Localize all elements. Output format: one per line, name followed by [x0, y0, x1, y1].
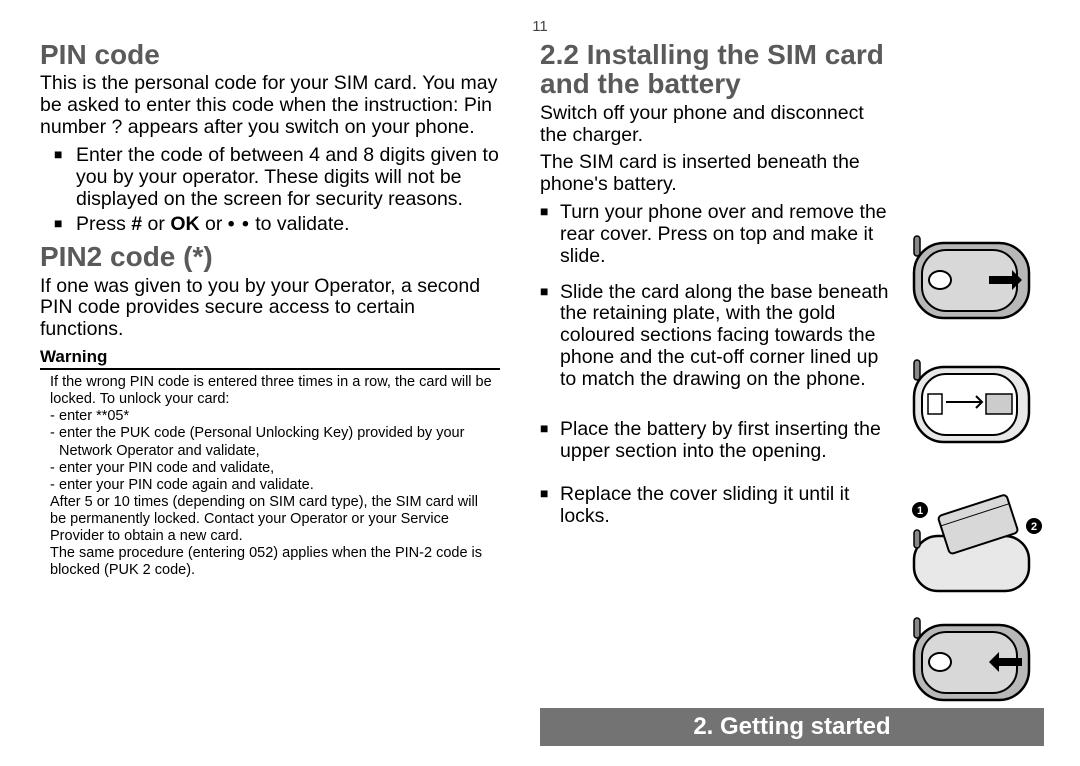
ok-key: OK — [170, 213, 199, 235]
warning-step-4: enter your PIN code again and validate. — [50, 477, 494, 494]
heading-pin2-code: PIN2 code (*) — [40, 242, 500, 271]
sim-para-2: The SIM card is inserted beneath the pho… — [540, 152, 890, 196]
chapter-footer: 2. Getting started — [540, 708, 1044, 746]
phone-replace-cover-illustration — [894, 610, 1044, 718]
or-text-2: or — [200, 213, 228, 235]
sim-para-1: Switch off your phone and disconnect the… — [540, 103, 890, 147]
warning-step-3: enter your PIN code and validate, — [50, 460, 494, 477]
sim-bullet-2: Slide the card along the base beneath th… — [540, 282, 890, 391]
or-text-1: or — [142, 213, 170, 235]
sim-bullet-1: Turn your phone over and remove the rear… — [540, 202, 890, 267]
pin-code-bullets: Enter the code of between 4 and 8 digits… — [40, 145, 500, 236]
svg-text:1: 1 — [917, 505, 923, 517]
warning-body: If the wrong PIN code is entered three t… — [40, 370, 500, 581]
page-number: 11 — [0, 18, 1080, 35]
phone-sim-slot-illustration — [894, 352, 1044, 460]
pin-code-intro: This is the personal code for your SIM c… — [40, 73, 500, 138]
phone-insert-battery-illustration: 1 2 — [894, 494, 1044, 602]
dots-key: • • — [228, 213, 250, 235]
pin-bullet-2-pre: Press — [76, 213, 131, 235]
warning-heading: Warning — [40, 347, 500, 370]
heading-install-sim: 2.2 Installing the SIM card and the batt… — [540, 40, 890, 99]
heading-pin-code: PIN code — [40, 40, 500, 69]
hash-key: # — [131, 213, 142, 235]
pin-bullet-2-post: to validate. — [250, 213, 350, 235]
pin-bullet-1: Enter the code of between 4 and 8 digits… — [58, 145, 500, 210]
sim-bullet-3: Place the battery by first inserting the… — [540, 419, 890, 463]
pin2-code-intro: If one was given to you by your Operator… — [40, 276, 500, 341]
sim-bullet-4: Replace the cover sliding it until it lo… — [540, 484, 890, 528]
warning-step-1: enter **05* — [50, 408, 494, 425]
phone-remove-cover-illustration — [894, 228, 1044, 336]
right-column: 2.2 Installing the SIM card and the batt… — [540, 40, 1044, 534]
warning-step-2: enter the PUK code (Personal Unlocking K… — [50, 425, 494, 459]
warning-after: After 5 or 10 times (depending on SIM ca… — [50, 494, 494, 545]
pin-bullet-2: Press # or OK or • • to validate. — [58, 214, 500, 236]
warning-intro: If the wrong PIN code is entered three t… — [50, 374, 494, 408]
left-column: PIN code This is the personal code for y… — [40, 40, 500, 581]
warning-puk2: The same procedure (entering 052) applie… — [50, 545, 494, 579]
svg-text:2: 2 — [1031, 521, 1037, 533]
